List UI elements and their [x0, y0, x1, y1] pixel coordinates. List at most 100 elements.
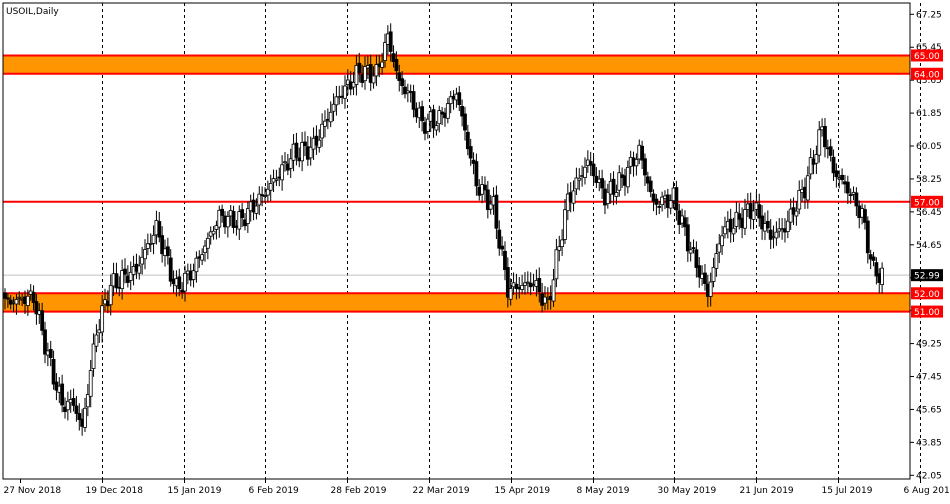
- candle-body: [866, 221, 869, 253]
- candle-body: [715, 254, 718, 269]
- candle-body: [743, 210, 746, 229]
- candle-body: [383, 43, 386, 61]
- candle-body: [206, 238, 209, 248]
- candle-body: [303, 142, 306, 146]
- candle-body: [721, 236, 724, 246]
- y-tick-label: 60.05: [916, 142, 942, 152]
- candle-body: [109, 285, 112, 304]
- candle-body: [509, 289, 512, 300]
- x-tick-label: 15 Jul 2019: [822, 486, 873, 496]
- candle-body: [26, 296, 29, 305]
- candle-body: [226, 216, 229, 226]
- candle-body: [412, 92, 415, 110]
- candle-body: [829, 147, 832, 156]
- candle-body: [52, 359, 55, 384]
- candle-body: [626, 167, 629, 186]
- zone-upper-tag: 65.00: [914, 52, 940, 62]
- candle-body: [846, 182, 849, 193]
- candle-body: [6, 298, 9, 299]
- candle-body: [101, 306, 104, 332]
- candle-body: [435, 126, 438, 130]
- x-tick-label: 30 May 2019: [658, 486, 717, 496]
- candle-body: [669, 201, 672, 208]
- candle-body: [401, 79, 404, 86]
- candle-body: [552, 280, 555, 301]
- zone-lower-tag: 51.00: [914, 308, 940, 318]
- candle-body: [363, 67, 366, 81]
- x-tick-label: 15 Apr 2019: [495, 486, 551, 496]
- candle-body: [323, 121, 326, 126]
- candle-body: [269, 184, 272, 191]
- candle-body: [881, 268, 884, 284]
- candle-body: [601, 179, 604, 188]
- candle-body: [95, 335, 98, 346]
- candle-body: [795, 211, 798, 216]
- candle-body: [806, 176, 809, 200]
- x-tick-label: 21 Jun 2019: [740, 486, 794, 496]
- candle-body: [786, 221, 789, 231]
- y-tick-label: 67.25: [916, 10, 942, 20]
- candle-body: [75, 406, 78, 413]
- candle-body: [501, 246, 504, 249]
- candle-body: [372, 76, 375, 83]
- candle-body: [823, 126, 826, 146]
- candle-body: [483, 185, 486, 190]
- candle-body: [421, 107, 424, 121]
- candle-body: [195, 258, 198, 271]
- candle-body: [358, 63, 361, 73]
- candle-body: [295, 143, 298, 157]
- candle-body: [658, 206, 661, 207]
- x-tick-label: 6 Feb 2019: [249, 486, 300, 496]
- candle-body: [89, 371, 92, 397]
- candle-body: [72, 398, 75, 405]
- candle-body: [475, 162, 478, 186]
- candle-body: [143, 249, 146, 258]
- y-tick-label: 47.45: [916, 373, 942, 383]
- candle-body: [469, 147, 472, 159]
- x-tick-label: 27 Nov 2018: [4, 486, 62, 496]
- candle-body: [498, 230, 501, 248]
- candle-body: [641, 146, 644, 160]
- candle-body: [49, 349, 52, 357]
- candle-body: [318, 140, 321, 147]
- candle-body: [561, 240, 564, 247]
- candle-body: [563, 210, 566, 240]
- candle-body: [201, 255, 204, 261]
- y-tick-label: 56.45: [916, 208, 942, 218]
- candle-body: [849, 195, 852, 196]
- candle-body: [43, 330, 46, 354]
- candle-body: [732, 228, 735, 234]
- candle-body: [703, 273, 706, 284]
- x-tick-label: 8 May 2019: [577, 486, 630, 496]
- candle-body: [15, 299, 18, 304]
- candle-body: [649, 181, 652, 192]
- x-tick-label: 28 Feb 2019: [331, 486, 387, 496]
- candle-body: [332, 104, 335, 111]
- candle-body: [32, 292, 35, 302]
- y-tick-label: 45.65: [916, 405, 942, 415]
- candle-body: [872, 257, 875, 260]
- candle-body: [115, 274, 118, 288]
- candle-body: [41, 311, 44, 331]
- zone-lower-tag: 64.00: [914, 70, 940, 80]
- candle-body: [212, 231, 215, 234]
- candle-body: [18, 297, 21, 298]
- candle-body: [169, 258, 172, 281]
- candle-body: [815, 155, 818, 164]
- candle-body: [381, 62, 384, 67]
- candle-body: [123, 269, 126, 274]
- candle-body: [835, 171, 838, 177]
- candle-body: [495, 195, 498, 228]
- candle-body: [158, 222, 161, 238]
- candle-body: [78, 413, 81, 419]
- level-tag: 57.00: [914, 198, 940, 208]
- candle-body: [695, 250, 698, 268]
- candle-body: [766, 221, 769, 228]
- candle-body: [578, 178, 581, 180]
- candle-body: [255, 206, 258, 213]
- candle-body: [769, 230, 772, 239]
- y-tick-label: 43.85: [916, 438, 942, 448]
- candle-body: [855, 193, 858, 206]
